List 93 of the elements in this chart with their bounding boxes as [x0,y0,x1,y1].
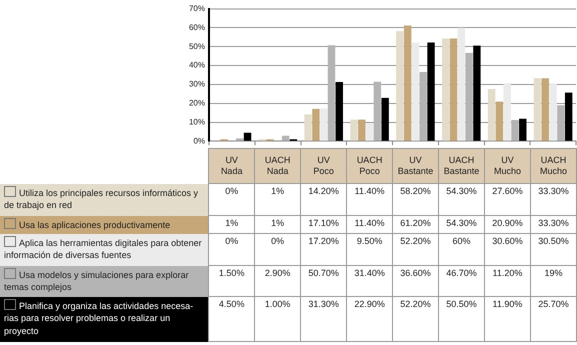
data-label: 0% [254,234,301,266]
bar [396,31,404,141]
y-tick-label: 30% [188,80,205,89]
bar [304,114,312,141]
data-label: 1% [254,216,301,234]
data-label: 0% [208,184,255,216]
x-tick-label: UACH Mucho [530,148,576,184]
data-label: 25.70% [530,296,576,342]
y-tick-label: 20% [188,98,205,108]
bar [503,83,511,141]
bar [244,132,252,141]
bar [496,102,504,141]
data-label: 54.30% [438,184,484,216]
bar [366,123,374,141]
data-label: 1.50% [208,266,255,296]
data-label: 61.20% [392,216,439,234]
bar [534,78,542,141]
data-label: 50.70% [300,266,347,296]
data-label: 31.40% [346,266,393,296]
data-label: 17.10% [300,216,347,234]
data-label: 14.20% [300,184,347,216]
data-label: 11.90% [484,296,530,342]
x-tick-label: UACH Poco [346,148,393,184]
bar [312,108,320,141]
bar [465,52,473,141]
data-label: 54.30% [438,216,484,234]
data-label: 31.30% [300,296,347,342]
data-label: 1% [208,216,255,234]
data-label: 17.20% [300,234,347,266]
x-tick-label: UV Nada [208,148,255,184]
data-label: 11.40% [346,184,393,216]
data-label: 30.50% [530,234,576,266]
data-label: 60% [438,234,484,266]
data-label: 0% [208,234,255,266]
data-label: 36.60% [392,266,439,296]
data-label: 9.50% [346,234,393,266]
data-label: 50.50% [438,296,484,342]
x-tick-label: UV Mucho [484,148,530,184]
bar [282,136,290,141]
y-tick-label: 70% [188,4,205,14]
data-label: 19% [530,266,576,296]
bar [381,98,389,141]
bar [450,38,458,141]
data-label: 33.30% [530,216,576,234]
legend-label: Usa las aplicaciones productivamente [19,220,170,230]
legend-label: Planifica y organiza las actividades necesa-rias para resolver problemas o realizar un proyecto [4,300,194,336]
bar [458,28,466,141]
data-label: 52.20% [392,296,439,342]
bar [374,82,382,141]
legend-label: Usa modelos y simulaciones para explorar temas complejos [4,270,189,292]
bar [336,82,343,141]
bar [412,42,420,141]
bar [320,108,328,141]
bar [549,84,557,141]
data-label: 58.20% [392,184,439,216]
bar [350,120,358,141]
bar [427,42,435,141]
x-tick-label: UACH Nada [254,148,301,184]
data-label: 22.90% [346,296,393,342]
y-tick-label: 0% [193,136,205,146]
bar [328,45,336,141]
data-label: 27.60% [484,184,530,216]
bar [473,46,481,141]
bar [442,38,450,141]
bar [358,120,366,141]
bar [511,120,519,141]
bar [488,88,496,141]
bar [557,105,565,141]
y-tick-label: 40% [188,60,205,70]
y-tick-label: 60% [188,22,205,32]
legend-label: Aplica las herramientas digitales para obtener información de diversas fuentes [4,238,202,260]
legend-label: Utiliza los principales recursos informáticos y de trabajo en red [4,188,198,210]
bar [542,78,549,141]
bar [420,72,427,141]
x-tick-label: UV Bastante [392,148,439,184]
bar [404,25,412,141]
data-label: 30.60% [484,234,530,266]
data-label: 1% [254,184,301,216]
y-tick-label: 10% [188,117,205,126]
data-label: 11.20% [484,266,530,296]
y-tick-label: 50% [188,42,205,51]
x-tick-label: UACH Bastante [438,148,484,184]
data-label: 52.20% [392,234,439,266]
data-label: 1.00% [254,296,301,342]
x-tick-label: UV Poco [300,148,347,184]
bar [564,92,572,141]
data-label: 4.50% [208,296,255,342]
data-label: 33.30% [530,184,576,216]
data-label: 2.90% [254,266,301,296]
data-label: 20.90% [484,216,530,234]
data-label: 46.70% [438,266,484,296]
bar [519,118,526,141]
data-label: 11.40% [346,216,393,234]
